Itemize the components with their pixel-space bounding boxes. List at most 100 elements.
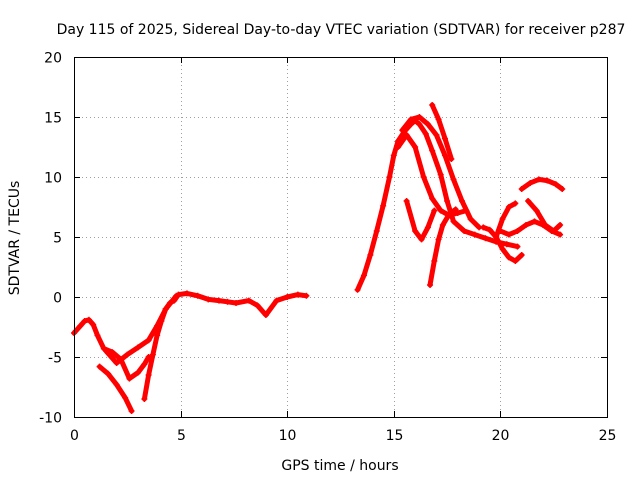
data-point	[128, 408, 135, 414]
data-point	[427, 282, 434, 288]
data-point	[386, 174, 393, 180]
series-trace-15	[493, 200, 518, 240]
data-point	[435, 236, 442, 243]
data-point	[550, 228, 557, 234]
data-point	[412, 228, 419, 234]
data-point	[422, 130, 429, 137]
data-point	[527, 180, 534, 186]
data-point	[429, 102, 436, 108]
x-tick-label: 0	[70, 428, 79, 444]
series-trace-14	[525, 198, 563, 234]
data-point	[444, 198, 451, 204]
grid-lines	[74, 57, 607, 417]
data-point	[403, 198, 410, 204]
data-point	[273, 297, 280, 304]
data-point	[224, 298, 231, 305]
data-point	[194, 292, 201, 299]
y-tick-label: -5	[48, 351, 62, 367]
data-point	[493, 234, 500, 240]
data-point	[407, 116, 414, 123]
y-tick-label: 20	[44, 51, 62, 67]
y-axis-label: SDTVAR / TECUs	[7, 181, 23, 296]
data-point	[480, 224, 487, 231]
data-point	[437, 207, 444, 214]
series-trace-10	[404, 198, 437, 242]
data-point	[154, 322, 161, 329]
data-point	[552, 181, 559, 188]
data-point	[482, 235, 489, 242]
data-point	[505, 204, 512, 210]
data-point	[522, 222, 529, 228]
data-point	[505, 254, 512, 261]
data-point	[535, 176, 542, 183]
data-point	[424, 224, 431, 231]
data-point	[450, 218, 457, 225]
data-point	[262, 312, 269, 318]
data-point	[441, 135, 448, 142]
data-point	[463, 207, 470, 214]
data-point	[557, 231, 564, 238]
data-point	[360, 272, 367, 279]
data-point	[416, 121, 423, 128]
data-point	[113, 360, 120, 366]
data-point	[467, 216, 474, 222]
data-point	[390, 152, 397, 159]
data-point	[205, 296, 212, 303]
data-point	[452, 206, 459, 213]
data-point	[126, 375, 133, 382]
data-point	[77, 322, 84, 329]
data-point	[503, 241, 510, 248]
data-point	[557, 222, 564, 228]
series-trace-9	[429, 102, 454, 162]
data-point	[367, 252, 374, 258]
data-point	[544, 177, 551, 184]
data-point	[531, 218, 538, 225]
data-point	[525, 198, 532, 204]
data-point	[403, 132, 410, 138]
data-point	[446, 211, 453, 218]
series-trace-4	[103, 293, 179, 366]
data-point	[145, 337, 152, 344]
data-point	[254, 302, 261, 309]
data-point	[420, 174, 427, 180]
data-point	[433, 132, 440, 138]
data-point	[512, 200, 519, 207]
data-point	[81, 318, 88, 324]
data-point	[90, 321, 97, 328]
data-point	[94, 332, 101, 339]
data-point	[124, 351, 131, 358]
data-point	[294, 291, 301, 298]
x-tick-label: 20	[492, 428, 510, 444]
data-point	[416, 114, 423, 120]
data-point	[424, 121, 431, 128]
data-point	[431, 258, 438, 264]
data-point	[154, 332, 161, 339]
data-point	[437, 171, 444, 178]
data-point	[514, 243, 521, 250]
data-point	[149, 351, 156, 358]
x-tick-label: 15	[386, 428, 404, 444]
data-point	[505, 231, 512, 238]
data-series	[71, 102, 566, 414]
data-point	[215, 297, 222, 304]
y-tick-label: 10	[44, 171, 62, 187]
data-point	[134, 369, 141, 376]
data-point	[145, 372, 152, 378]
data-point	[245, 297, 252, 304]
data-point	[354, 286, 361, 293]
series-trace-3	[141, 290, 309, 402]
data-point	[429, 195, 436, 202]
data-point	[431, 207, 438, 214]
data-point	[461, 228, 468, 234]
y-tick-label: 15	[44, 111, 62, 127]
data-point	[134, 344, 141, 351]
data-point	[454, 210, 461, 216]
data-point	[141, 396, 148, 402]
data-point	[486, 226, 493, 233]
data-point	[122, 394, 129, 401]
chart-title: Day 115 of 2025, Sidereal Day-to-day VTE…	[57, 22, 626, 38]
data-point	[141, 361, 148, 368]
plot-frame	[74, 57, 608, 418]
y-tick-label: 5	[53, 231, 62, 247]
